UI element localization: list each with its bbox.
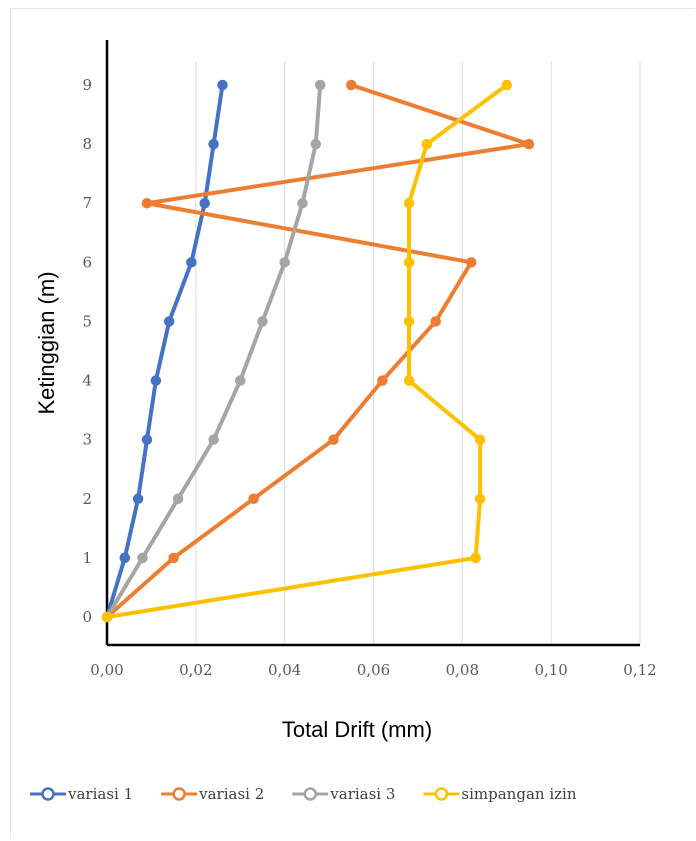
y-tick-label: 6 (82, 253, 92, 271)
legend-label: variasi 1 (67, 785, 133, 803)
series-line (105, 83, 323, 619)
data-point (328, 434, 339, 445)
data-point (430, 316, 441, 327)
data-point (279, 257, 290, 268)
data-point (501, 79, 512, 91)
y-tick-label: 2 (82, 490, 92, 508)
y-tick-label: 9 (82, 76, 92, 94)
legend-marker (434, 787, 449, 801)
x-axis-title: Total Drift (mm) (282, 717, 432, 742)
data-point (217, 79, 228, 91)
data-point (186, 257, 197, 268)
legend-label: variasi 2 (198, 785, 264, 803)
data-point (168, 552, 179, 564)
data-point (314, 79, 326, 91)
legend-marker (41, 787, 55, 801)
legend-label: variasi 3 (329, 785, 395, 803)
data-point (310, 138, 322, 150)
y-tick-label: 7 (82, 194, 92, 212)
data-point (141, 434, 153, 445)
data-point (208, 138, 219, 150)
data-point (403, 375, 415, 386)
data-point (248, 493, 259, 505)
y-axis-title: Ketinggian (m) (34, 271, 59, 414)
x-tick-label: 0,08 (446, 661, 479, 679)
data-point (470, 552, 481, 564)
legend-marker (303, 787, 318, 801)
data-point (403, 197, 415, 209)
data-point (474, 493, 486, 505)
series-line (105, 83, 225, 619)
series-line (105, 83, 509, 619)
x-tick-label: 0,12 (623, 661, 656, 679)
y-tick-label: 4 (82, 372, 92, 390)
y-tick-labels: 0 1 2 3 4 5 6 7 8 9 (82, 76, 92, 626)
chart-frame (10, 8, 695, 838)
data-point (141, 197, 153, 209)
data-point (199, 197, 210, 209)
legend-marker (172, 787, 186, 801)
data-point (235, 375, 246, 386)
data-point (101, 611, 113, 623)
data-point (208, 434, 219, 445)
x-tick-label: 0,02 (179, 661, 212, 679)
series-group (101, 79, 535, 623)
y-tick-label: 5 (82, 312, 92, 330)
data-point (172, 493, 184, 505)
grid-lines (195, 62, 641, 645)
data-point (403, 316, 415, 327)
data-point (150, 375, 162, 386)
x-tick-label: 0,04 (268, 661, 301, 679)
data-point (523, 138, 535, 150)
series-line (105, 83, 531, 619)
data-point (297, 197, 308, 209)
y-tick-label: 8 (82, 135, 92, 153)
data-point (421, 138, 433, 150)
data-point (377, 375, 388, 386)
x-tick-label: 0,10 (534, 661, 567, 679)
x-tick-label: 0,00 (90, 661, 123, 679)
data-point (346, 79, 357, 91)
legend: variasi 1 variasi 2 variasi 3 simpangan izi… (30, 785, 577, 803)
legend-label: simpangan izin (461, 785, 576, 803)
data-point (257, 316, 268, 327)
data-point (132, 493, 144, 505)
y-tick-label: 1 (82, 549, 92, 567)
data-point (137, 552, 148, 564)
data-point (474, 434, 486, 445)
data-point (119, 552, 131, 564)
data-point (465, 257, 477, 268)
y-tick-label: 0 (82, 608, 92, 626)
data-point (163, 316, 175, 327)
x-tick-labels: 0,00 0,02 0,04 0,06 0,08 0,10 0,12 (90, 661, 656, 679)
y-tick-label: 3 (82, 431, 92, 449)
x-tick-label: 0,06 (357, 661, 390, 679)
data-point (403, 257, 415, 268)
